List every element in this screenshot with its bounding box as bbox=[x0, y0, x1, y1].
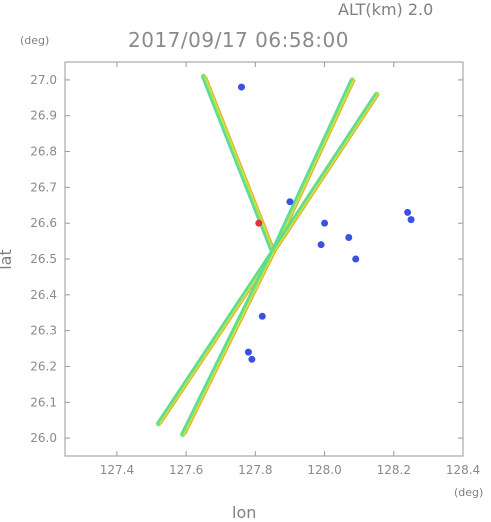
plot-frame bbox=[64, 61, 464, 457]
y-tick-label: 26.8 bbox=[30, 145, 57, 159]
echo-point bbox=[238, 83, 246, 91]
y-tick-label: 26.6 bbox=[30, 216, 57, 230]
x-tick-label: 128.2 bbox=[377, 463, 411, 477]
echo-point bbox=[345, 234, 353, 242]
beam-1 bbox=[270, 77, 356, 255]
y-tick-label: 26.9 bbox=[30, 109, 57, 123]
altitude-label: ALT(km) 2.0 bbox=[338, 0, 434, 19]
x-tick-label: 127.6 bbox=[169, 463, 203, 477]
x-tick-label: 127.8 bbox=[238, 463, 272, 477]
echo-point bbox=[317, 241, 325, 249]
timestamp-title: 2017/09/17 06:58:00 bbox=[128, 28, 349, 52]
x-tick-label: 128.0 bbox=[307, 463, 341, 477]
echo-point bbox=[258, 312, 266, 320]
x-ticks: 127.4 127.6 127.8 128.0 128.2 128.4 bbox=[100, 62, 480, 477]
y-tick-label: 26.2 bbox=[30, 359, 57, 373]
echo-point bbox=[352, 255, 360, 263]
x-axis-label: lon bbox=[232, 503, 257, 522]
beam-0 bbox=[200, 73, 277, 255]
echoes-layer bbox=[238, 83, 415, 363]
echo-point bbox=[286, 198, 294, 206]
echo-point bbox=[248, 355, 256, 363]
beam-2 bbox=[270, 91, 380, 255]
y-axis-unit: (deg) bbox=[20, 34, 50, 47]
y-ticks: 26.0 26.1 26.2 26.3 26.4 26.5 26.6 26.7 26.8 26.9… bbox=[30, 73, 463, 445]
x-axis-unit: (deg) bbox=[454, 486, 484, 499]
beam-4 bbox=[180, 249, 277, 438]
y-tick-label: 26.0 bbox=[30, 431, 57, 445]
x-tick-label: 127.4 bbox=[100, 463, 134, 477]
y-tick-label: 26.4 bbox=[30, 288, 57, 302]
y-tick-label: 26.5 bbox=[30, 252, 57, 266]
echo-point bbox=[244, 348, 252, 356]
echo-point bbox=[407, 216, 415, 224]
echo-point bbox=[321, 219, 329, 227]
y-tick-label: 27.0 bbox=[30, 73, 57, 87]
echo-point bbox=[255, 219, 263, 227]
y-tick-label: 26.3 bbox=[30, 324, 57, 338]
beams-layer bbox=[155, 73, 380, 438]
echo-point bbox=[404, 208, 412, 216]
y-tick-label: 26.7 bbox=[30, 180, 57, 194]
y-tick-label: 26.1 bbox=[30, 395, 57, 409]
x-tick-label: 128.4 bbox=[446, 463, 480, 477]
